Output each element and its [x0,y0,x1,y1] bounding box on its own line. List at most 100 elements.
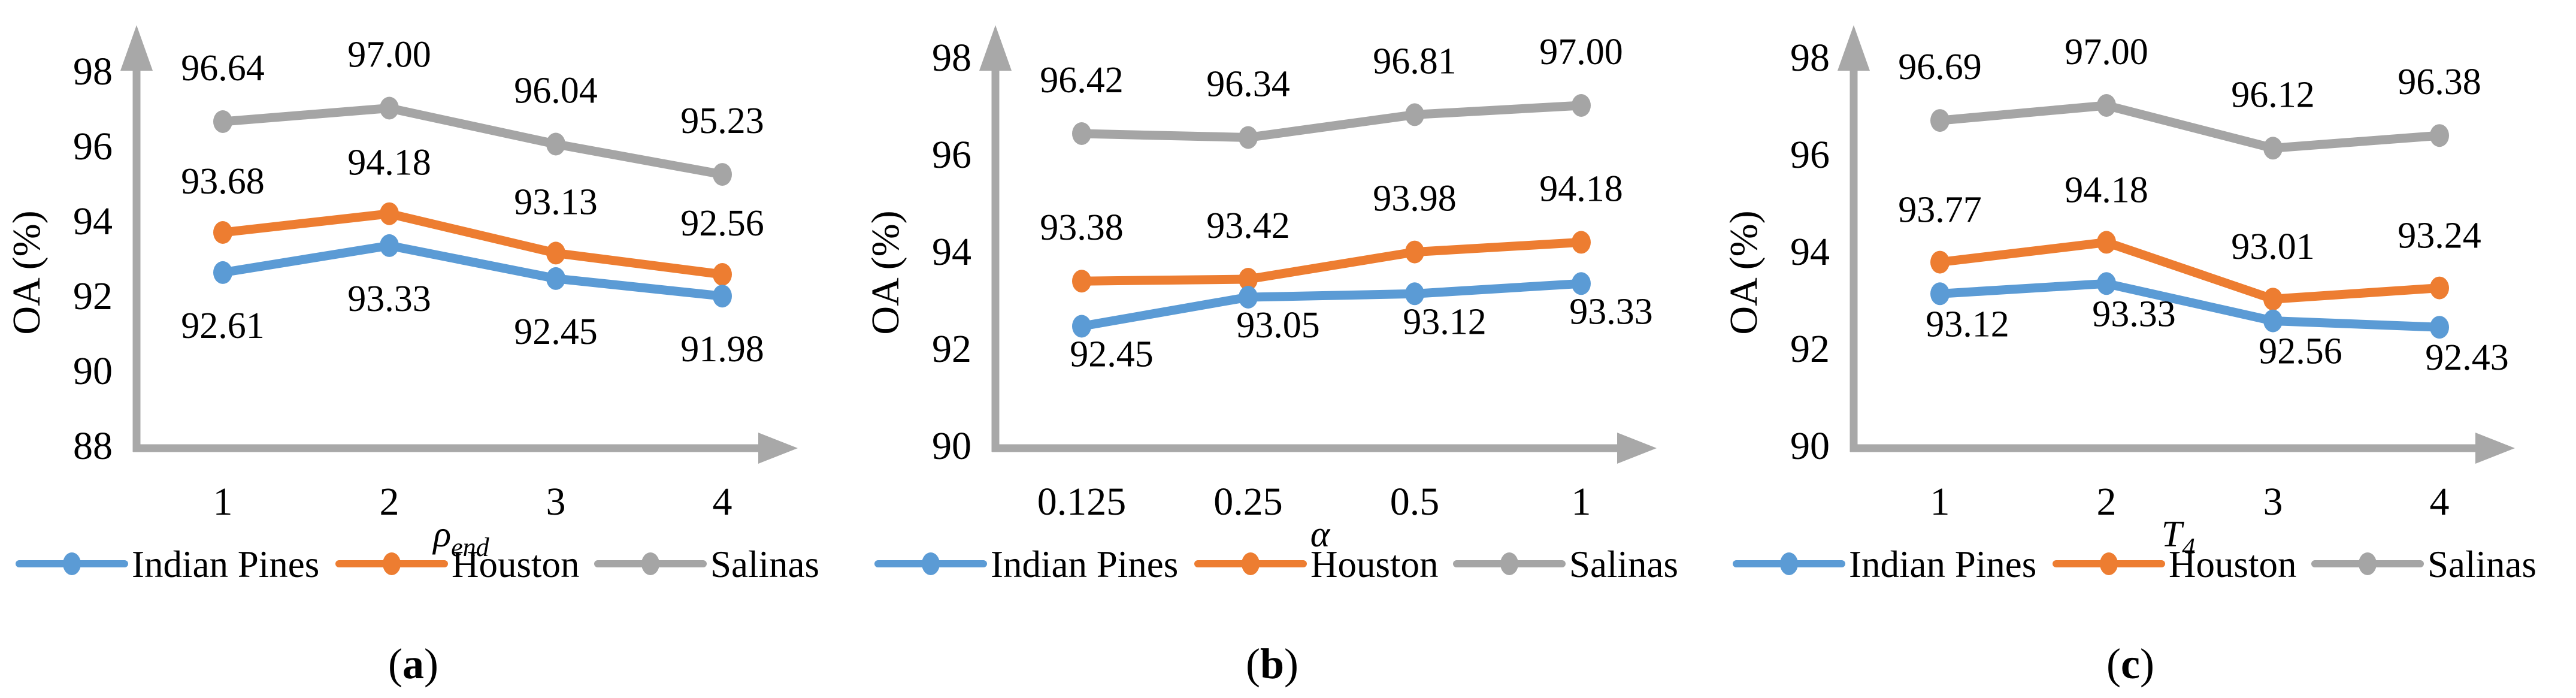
data-label-salinas: 97.00 [347,35,431,75]
y-tick-label: 92 [932,327,971,371]
legend-marker-icon-indian-pines [922,552,940,575]
data-label-salinas: 96.69 [1898,47,1982,87]
y-tick-label: 94 [73,200,113,243]
x-tick-label: 3 [546,480,566,524]
data-label-houston: 92.56 [680,203,764,244]
data-point-marker-salinas [1239,126,1258,149]
y-axis-title: OA (%) [1722,210,1766,334]
data-label-indian-pines: 93.12 [1403,301,1487,342]
data-label-salinas: 95.23 [680,101,764,141]
legend-marker-icon-indian-pines [1780,552,1798,575]
y-axis-arrowhead-icon [1838,25,1870,71]
data-label-houston: 93.68 [181,161,265,202]
data-label-houston: 93.24 [2398,216,2481,256]
x-tick-label: 1 [1572,480,1591,524]
data-point-marker-houston [546,241,565,265]
legend-marker-icon-salinas [1500,552,1518,575]
data-point-marker-houston [1405,240,1424,264]
x-axis-title: T4 [2162,514,2195,562]
x-tick-label: 2 [2097,480,2117,524]
data-label-houston: 94.18 [2065,170,2148,210]
series-line-indian-pines [1935,279,2444,332]
data-point-marker-indian-pines [2097,272,2116,295]
x-tick-label: 1 [213,480,233,524]
data-point-marker-indian-pines [1239,286,1258,309]
data-point-marker-houston [1930,250,1950,274]
series-line-salinas [1077,101,1586,142]
x-tick-label: 2 [380,480,399,524]
data-point-marker-salinas [1572,94,1591,117]
data-point-marker-houston [1572,231,1591,254]
x-tick-label: 0.125 [1037,480,1127,524]
data-label-indian-pines: 93.05 [1236,305,1320,346]
series-line-indian-pines [218,241,727,301]
data-label-houston: 93.77 [1898,190,1982,231]
y-tick-label: 94 [1790,230,1830,274]
legend-marker-icon-salinas [2359,552,2377,575]
data-point-marker-indian-pines [2263,309,2283,333]
data-point-marker-indian-pines [2430,316,2449,339]
legend-item-houston: Houston [1194,543,1439,585]
data-label-indian-pines: 93.33 [2092,294,2176,334]
data-point-marker-salinas [380,96,399,120]
legend-label-indian-pines: Indian Pines [1849,543,2036,585]
data-point-marker-houston [2097,231,2116,254]
data-point-marker-houston [1072,270,1091,293]
data-label-indian-pines: 92.43 [2425,337,2509,378]
data-label-indian-pines: 92.61 [181,306,265,346]
data-label-salinas: 96.42 [1040,60,1124,101]
data-label-salinas: 96.38 [2398,62,2481,102]
series-line-salinas [1935,101,2444,153]
x-tick-label: 0.25 [1213,480,1283,524]
legend-label-salinas: Salinas [2427,543,2536,585]
y-tick-label: 88 [73,424,113,468]
series-line-houston [1935,237,2444,304]
y-tick-label: 90 [1790,424,1830,468]
data-point-marker-salinas [2263,137,2283,160]
data-point-marker-salinas [1072,122,1091,145]
data-point-marker-indian-pines [1072,315,1091,338]
legend-marker-icon-salinas [641,552,659,575]
legend-item-indian-pines: Indian Pines [874,543,1178,585]
legend-label-salinas: Salinas [710,543,819,585]
data-point-marker-salinas [213,110,232,133]
y-axis-arrowhead-icon [979,25,1012,71]
legend-item-salinas: Salinas [1453,543,1678,585]
y-tick-label: 96 [932,133,971,177]
y-tick-label: 96 [1790,133,1830,177]
legend-item-indian-pines: Indian Pines [16,543,319,585]
data-point-marker-indian-pines [546,267,565,290]
data-label-houston: 93.01 [2231,226,2315,267]
x-axis-arrowhead-icon [2475,433,2515,464]
data-label-houston: 93.42 [1206,206,1290,246]
series-line-indian-pines [1077,279,1586,331]
legend-label-houston: Houston [2169,543,2297,585]
data-label-houston: 93.13 [514,182,598,222]
legend-marker-icon-houston [1242,552,1260,575]
y-axis-arrowhead-icon [120,25,153,71]
data-label-indian-pines: 93.12 [1926,304,2009,345]
legend-marker-icon-houston [2100,552,2118,575]
panel-caption: (b) [1246,640,1298,688]
x-axis-title: α [1310,514,1331,555]
legend-item-houston: Houston [2053,543,2297,585]
data-point-marker-indian-pines [380,234,399,257]
data-label-salinas: 96.64 [181,48,265,89]
x-tick-label: 4 [2430,480,2450,524]
y-tick-label: 92 [1790,327,1830,371]
legend-marker-icon-houston [383,552,401,575]
data-label-indian-pines: 92.45 [1070,334,1154,375]
data-label-indian-pines: 92.56 [2259,331,2342,372]
x-tick-label: 3 [2263,480,2283,524]
x-tick-label: 1 [1930,480,1950,524]
legend-item-salinas: Salinas [2311,543,2536,585]
y-tick-label: 92 [73,274,113,318]
panel-caption: (a) [388,640,438,688]
data-point-marker-houston [713,263,732,286]
y-axis-title: OA (%) [5,210,49,334]
chart-panel-a: 88 90 92 94 96 98 1 2 3 4 OA (%) ρend 96.64 97.00 96.0… [0,0,858,698]
data-label-salinas: 96.34 [1206,64,1290,105]
data-label-salinas: 96.12 [2231,74,2315,115]
legend-label-houston: Houston [1310,543,1439,585]
